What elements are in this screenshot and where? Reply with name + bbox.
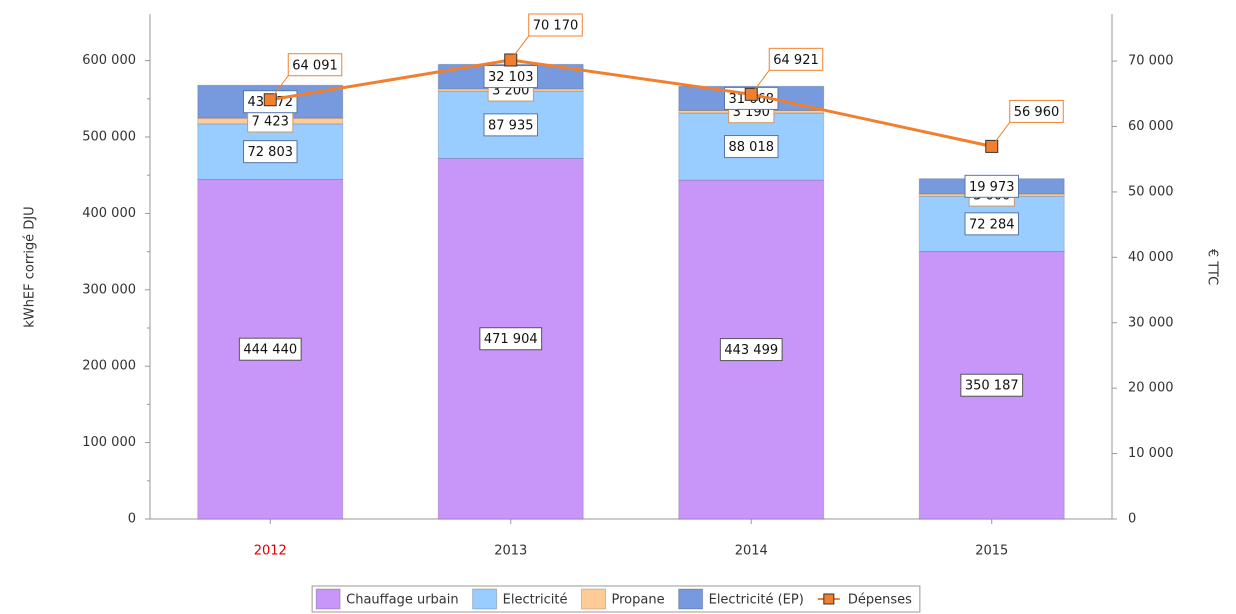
- y-tick-label: 100 000: [82, 435, 136, 450]
- data-label: 64 091: [292, 58, 338, 73]
- segment-label: 471 904: [479, 327, 543, 351]
- y-tick-label: 0: [128, 512, 136, 527]
- legend-label: Electricité: [503, 593, 568, 608]
- segment-label: 350 187: [960, 373, 1024, 397]
- legend-marker: [823, 593, 835, 605]
- legend-label: Propane: [612, 593, 665, 608]
- x-tick-label: 2014: [735, 544, 768, 559]
- label-box: [528, 13, 583, 37]
- legend-item: Electricité (EP): [678, 588, 804, 610]
- label-box: [964, 212, 1019, 236]
- line-label: 70 170: [528, 13, 583, 37]
- label-connector: [991, 122, 1011, 147]
- data-label: 443 499: [724, 343, 778, 358]
- legend-label: Electricité (EP): [709, 593, 804, 608]
- label-connector: [269, 75, 289, 101]
- segment-label: 72 803: [243, 140, 298, 164]
- data-label: 471 904: [484, 332, 538, 347]
- x-tick-label: 2012: [254, 544, 287, 559]
- label-box: [724, 135, 779, 159]
- segment-label: 19 973: [964, 174, 1019, 198]
- data-label: 87 935: [488, 118, 534, 133]
- label-connector: [750, 70, 770, 95]
- data-label: 19 973: [969, 180, 1015, 195]
- label-box: [243, 140, 298, 164]
- legend-swatch: [315, 588, 341, 610]
- y-axis-label: kWhEF corrigé DJU: [23, 206, 38, 327]
- line-marker: [504, 53, 518, 67]
- data-label: 88 018: [729, 140, 775, 155]
- line: [270, 58, 993, 148]
- line-label: 64 921: [768, 47, 824, 71]
- label-connector: [510, 35, 530, 61]
- data-label: 350 187: [965, 379, 1019, 394]
- legend-label: Chauffage urbain: [346, 593, 458, 608]
- segment-label: 87 935: [483, 113, 538, 137]
- segment-label: 444 440: [238, 337, 302, 361]
- line-label: 64 091: [287, 53, 343, 77]
- legend-swatch: [581, 588, 607, 610]
- label-box: [1009, 99, 1064, 123]
- y2-tick-label: 30 000: [1128, 315, 1174, 330]
- legend-item: Dépenses: [817, 593, 912, 608]
- data-label: 72 284: [969, 217, 1015, 232]
- data-label: 56 960: [1014, 105, 1060, 120]
- data-label: 444 440: [243, 343, 297, 358]
- x-tick-label: 2013: [494, 544, 527, 559]
- label-box: [768, 47, 824, 71]
- y-tick-label: 400 000: [82, 206, 136, 221]
- legend-item: Chauffage urbain: [315, 588, 459, 610]
- legend-item: Electricité: [472, 588, 568, 610]
- segment-label: 32 103: [483, 65, 538, 89]
- y2-tick-label: 0: [1128, 512, 1136, 527]
- legend-label: Dépenses: [848, 593, 912, 608]
- bar-segment: [437, 157, 584, 520]
- label-box: [960, 373, 1024, 397]
- segment-label: 72 284: [964, 212, 1019, 236]
- segment-label: 443 499: [719, 338, 783, 362]
- label-box: [964, 174, 1019, 198]
- label-box: [479, 327, 543, 351]
- y-tick-label: 200 000: [82, 359, 136, 374]
- segment-label: 88 018: [724, 135, 779, 159]
- x-tick-label: 2015: [975, 544, 1008, 559]
- legend: Chauffage urbain Electricité Propane Electr…: [311, 585, 921, 613]
- legend-item: Propane: [581, 588, 665, 610]
- y2-tick-label: 20 000: [1128, 381, 1174, 396]
- data-label: 64 921: [773, 53, 819, 68]
- y-tick-label: 600 000: [82, 53, 136, 68]
- data-label: 70 170: [533, 18, 579, 33]
- y2-tick-label: 50 000: [1128, 184, 1174, 199]
- y2-tick-label: 10 000: [1128, 446, 1174, 461]
- label-box: [238, 337, 302, 361]
- label-box: [719, 338, 783, 362]
- data-label: 32 103: [488, 70, 534, 85]
- label-box: [287, 53, 343, 77]
- data-label: 7 423: [252, 114, 289, 129]
- data-label: 72 803: [248, 145, 294, 160]
- y2-tick-label: 70 000: [1128, 54, 1174, 69]
- y2-tick-label: 40 000: [1128, 250, 1174, 265]
- y2-tick-label: 60 000: [1128, 119, 1174, 134]
- y2-axis-label: € TTC: [1205, 249, 1220, 285]
- y-tick-label: 500 000: [82, 130, 136, 145]
- y-tick-label: 300 000: [82, 282, 136, 297]
- legend-swatch: [472, 588, 498, 610]
- label-box: [483, 113, 538, 137]
- line-label: 56 960: [1009, 99, 1064, 123]
- legend-swatch: [678, 588, 704, 610]
- segment-label: 7 423: [247, 109, 294, 133]
